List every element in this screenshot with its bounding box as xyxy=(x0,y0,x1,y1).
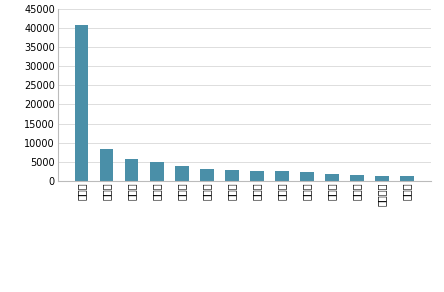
Bar xyxy=(325,174,339,181)
Bar xyxy=(275,171,289,181)
Bar xyxy=(150,161,163,181)
Bar xyxy=(175,166,189,181)
Bar xyxy=(400,176,414,181)
Bar xyxy=(200,169,214,181)
Bar xyxy=(125,159,139,181)
Bar xyxy=(100,149,114,181)
Bar xyxy=(300,172,313,181)
Bar xyxy=(375,176,388,181)
Bar xyxy=(350,175,364,181)
Bar xyxy=(225,170,238,181)
Bar xyxy=(75,25,88,181)
Bar xyxy=(250,171,264,181)
